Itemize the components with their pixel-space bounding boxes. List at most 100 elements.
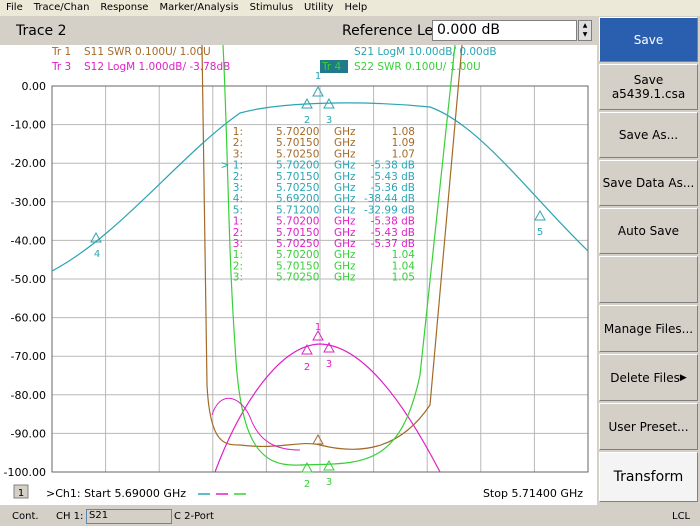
softkey-label: Auto Save <box>617 224 680 238</box>
status-param: S21 <box>86 509 172 524</box>
softkey[interactable]: Delete Files ▶ <box>599 354 698 401</box>
y-tick-label: -90.00 <box>11 427 46 440</box>
marker-label: 2 <box>304 115 310 126</box>
menu-item[interactable]: File <box>6 2 23 13</box>
softkey[interactable]: Save <box>599 17 698 62</box>
legend-desc: S22 SWR 0.100U/ 1.00U <box>354 61 481 73</box>
marker <box>301 97 313 109</box>
marker <box>534 209 546 221</box>
softkey-label: Save <box>633 32 664 47</box>
status-mode: Cont. <box>12 511 39 522</box>
softkey[interactable] <box>599 256 698 303</box>
y-tick-label: -30.00 <box>11 196 46 209</box>
y-tick-label: 0.00 <box>22 80 47 93</box>
status-ref: LCL <box>672 511 691 522</box>
marker-unit: GHz <box>334 182 356 194</box>
ref-input[interactable]: 0.000 dB <box>432 20 577 41</box>
y-tick-label: -40.00 <box>11 234 46 247</box>
marker-num: 1: <box>233 126 243 138</box>
softkey[interactable]: Save Data As... <box>599 160 698 206</box>
status-bar: Cont. CH 1: S21 C 2-Port <box>0 507 597 526</box>
menu-item[interactable]: Response <box>100 2 149 13</box>
softkey[interactable]: Transform <box>599 452 698 502</box>
marker-unit: GHz <box>334 171 356 183</box>
marker <box>323 341 335 353</box>
marker-freq: 5.70250 <box>276 148 319 160</box>
marker <box>312 329 324 341</box>
y-tick-label: -10.00 <box>11 119 46 132</box>
trace-s11 <box>201 45 463 450</box>
marker-unit: GHz <box>334 260 356 272</box>
softkey-label: Save Data As... <box>602 176 695 190</box>
marker-val: 1.05 <box>392 272 415 284</box>
marker-freq: 5.70250 <box>276 238 319 250</box>
marker-freq: 5.70150 <box>276 137 319 149</box>
marker-val: -5.43 dB <box>371 171 415 183</box>
softkey-label: Save As... <box>618 128 679 142</box>
softkey[interactable]: User Preset... <box>599 403 698 450</box>
start-label: >Ch1: Start 5.69000 GHz <box>46 487 186 500</box>
marker <box>301 461 313 473</box>
softkey[interactable]: Auto Save <box>599 208 698 254</box>
y-tick-label: -80.00 <box>11 389 46 402</box>
marker <box>312 85 324 97</box>
softkey-label: Manage Files... <box>603 321 694 336</box>
marker-num: 1: <box>233 249 243 261</box>
legend-id: Tr 3 <box>51 61 71 73</box>
menu-item[interactable]: Stimulus <box>249 2 294 13</box>
marker-unit: GHz <box>334 227 356 239</box>
legend-desc: S11 SWR 0.100U/ 1.00U <box>84 46 211 58</box>
marker-num: 2: <box>233 137 243 149</box>
marker-num: 3: <box>233 238 243 250</box>
softkey[interactable]: Manage Files... <box>599 305 698 352</box>
softkey[interactable]: Save As... <box>599 112 698 158</box>
marker-label: 4 <box>94 249 100 260</box>
trace-title: Trace 2 <box>16 23 67 39</box>
menu-item[interactable]: Utility <box>304 2 334 13</box>
menu-item[interactable]: Marker/Analysis <box>159 2 239 13</box>
marker-unit: GHz <box>334 148 356 160</box>
softkey-label: Delete Files <box>610 370 680 385</box>
marker-freq: 5.70150 <box>276 260 319 272</box>
header: Trace 2 Reference Level 0.000 dB ▲ ▼ <box>0 17 597 45</box>
marker-freq: 5.71200 <box>276 204 319 216</box>
softkey-label: User Preset... <box>608 419 689 434</box>
marker-num: > 1: <box>221 160 243 172</box>
marker-num: 2: <box>233 227 243 239</box>
menu-bar: File Trace/Chan Response Marker/Analysis Sti… <box>0 0 700 16</box>
marker-val: 1.07 <box>392 148 415 160</box>
marker-num: 2: <box>233 171 243 183</box>
menu-item[interactable]: Trace/Chan <box>33 2 90 13</box>
channel-box <box>13 484 29 499</box>
legend-desc: S12 LogM 1.000dB/ -3.78dB <box>84 61 230 73</box>
marker-freq: 5.70150 <box>276 171 319 183</box>
marker-freq: 5.70200 <box>276 126 319 138</box>
legend-id: Tr 4 <box>321 61 342 73</box>
plot-frame <box>51 85 589 473</box>
marker-label: 2 <box>304 362 310 373</box>
marker-val: -5.43 dB <box>371 227 415 239</box>
status-ch: CH 1: <box>56 511 84 522</box>
marker <box>323 97 335 109</box>
y-tick-label: -100.00 <box>4 466 46 479</box>
marker <box>301 343 313 355</box>
marker-label: 3 <box>326 477 332 488</box>
softkey[interactable]: Save a5439.1.csa <box>599 64 698 110</box>
marker-val: 1.08 <box>392 126 415 138</box>
status-cal: C 2-Port <box>174 511 214 522</box>
y-tick-label: -70.00 <box>11 350 46 363</box>
channel-num: 1 <box>18 488 24 499</box>
menu-item[interactable]: Help <box>344 2 368 13</box>
marker-val: 1.09 <box>392 137 415 149</box>
marker-unit: GHz <box>334 216 356 228</box>
marker <box>90 231 102 243</box>
marker-freq: 5.70250 <box>276 272 319 284</box>
marker-freq: 5.70250 <box>276 182 319 194</box>
marker-label: 1 <box>315 71 321 82</box>
spinner[interactable]: ▲ ▼ <box>578 20 592 41</box>
marker-unit: GHz <box>334 249 356 261</box>
legend-id: Tr 2 <box>321 46 341 58</box>
plot: 0.00 -10.00 -20.00 -30.00 -40.00 -50.00 -60.00… <box>0 45 597 505</box>
marker-val: -5.37 dB <box>371 238 415 250</box>
